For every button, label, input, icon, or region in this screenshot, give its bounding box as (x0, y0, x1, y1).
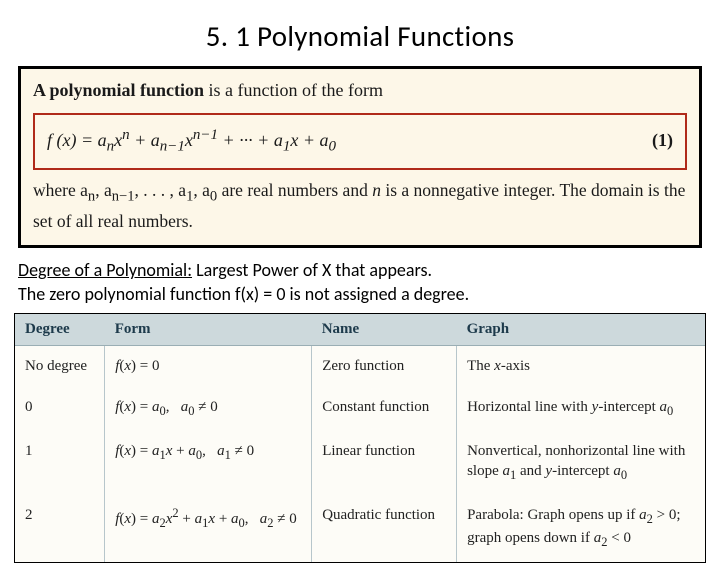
cell-name: Zero function (312, 345, 457, 387)
definition-where: where an, an−1, . . . , a1, a0 are real … (33, 177, 687, 235)
col-name: Name (312, 314, 457, 346)
formula-expression: f (x) = anxn + an−1xn−1 + ··· + a1x + a0 (47, 124, 336, 159)
cell-name: Constant function (312, 387, 457, 431)
body-line-1: Degree of a Polynomial: Largest Power of… (18, 258, 702, 282)
definition-intro: A polynomial function is a function of t… (33, 77, 687, 111)
cell-graph: The x-axis (457, 345, 705, 387)
polynomial-table: Degree Form Name Graph No degreef(x) = 0… (14, 313, 706, 563)
cell-degree: No degree (15, 345, 105, 387)
cell-form: f(x) = a2x2 + a1x + a0, a2 ≠ 0 (105, 495, 312, 562)
table-row: 2f(x) = a2x2 + a1x + a0, a2 ≠ 0Quadratic… (15, 495, 705, 562)
table-row: 1f(x) = a1x + a0, a1 ≠ 0Linear functionN… (15, 431, 705, 495)
cell-degree: 0 (15, 387, 105, 431)
definition-box: A polynomial function is a function of t… (18, 66, 702, 248)
table-header-row: Degree Form Name Graph (15, 314, 705, 346)
cell-graph: Horizontal line with y-intercept a0 (457, 387, 705, 431)
body-line-2: The zero polynomial function f(x) = 0 is… (18, 282, 702, 306)
cell-form: f(x) = a0, a0 ≠ 0 (105, 387, 312, 431)
col-graph: Graph (457, 314, 705, 346)
cell-form: f(x) = a1x + a0, a1 ≠ 0 (105, 431, 312, 495)
equation-number: (1) (652, 127, 673, 155)
cell-graph: Parabola: Graph opens up if a2 > 0; grap… (457, 495, 705, 562)
definition-intro-rest: is a function of the form (204, 80, 383, 100)
degree-label: Degree of a Polynomial: (18, 259, 192, 281)
col-degree: Degree (15, 314, 105, 346)
formula-box: f (x) = anxn + an−1xn−1 + ··· + a1x + a0… (33, 113, 687, 170)
table-row: No degreef(x) = 0Zero functionThe x-axis (15, 345, 705, 387)
cell-degree: 1 (15, 431, 105, 495)
cell-degree: 2 (15, 495, 105, 562)
body-text: Degree of a Polynomial: Largest Power of… (18, 258, 702, 307)
cell-name: Linear function (312, 431, 457, 495)
col-form: Form (105, 314, 312, 346)
cell-form: f(x) = 0 (105, 345, 312, 387)
degree-rest: Largest Power of X that appears. (192, 259, 432, 281)
definition-bold-term: A polynomial function (33, 80, 204, 100)
cell-name: Quadratic function (312, 495, 457, 562)
page-title: 5. 1 Polynomial Functions (0, 0, 720, 66)
cell-graph: Nonvertical, nonhorizontal line with slo… (457, 431, 705, 495)
table-row: 0f(x) = a0, a0 ≠ 0Constant functionHoriz… (15, 387, 705, 431)
